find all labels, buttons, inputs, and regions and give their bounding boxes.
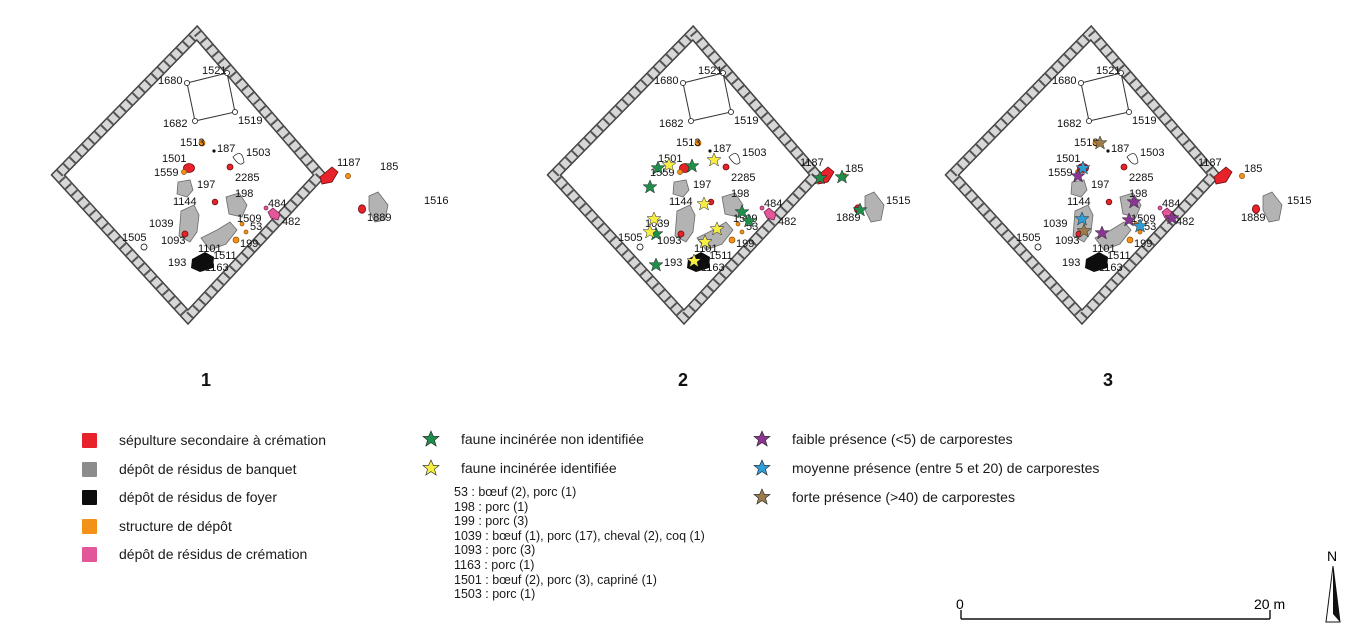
fauna-note: 1503 : porc (1) xyxy=(454,587,536,602)
scale-start-label: 0 xyxy=(956,596,964,612)
map-panel-1: 1187 185 1516 1889 xyxy=(58,33,448,317)
yellow-star-icon xyxy=(422,459,440,476)
green-star-icon xyxy=(422,430,440,447)
label-1515: 1515 xyxy=(1287,195,1311,207)
north-arrow: N xyxy=(1325,548,1341,623)
deposit-structure-swatch xyxy=(82,518,97,534)
fauna-note: 1093 : porc (3) xyxy=(454,543,536,558)
panel-number-3: 3 xyxy=(1103,370,1113,390)
map-panel-3: 1187 185 1515 1889 xyxy=(952,33,1311,317)
map-panel-2: 1187 185 1515 1889 xyxy=(554,33,910,317)
scale-end-label: 20 m xyxy=(1254,596,1285,612)
hearth-deposit-swatch xyxy=(82,489,97,505)
legend-item-fauna-unidentified: faune incinérée non identifiée xyxy=(421,429,644,449)
blue-star-icon xyxy=(753,459,771,476)
legend-item-carpo-high: forte présence (>40) de carporestes xyxy=(752,487,1015,507)
fauna-note: 1163 : porc (1) xyxy=(454,557,535,572)
legend-item-fauna-identified: faune incinérée identifiée xyxy=(421,458,617,478)
label-1187: 1187 xyxy=(337,157,361,169)
legend-item-deposit-structure: structure de dépôt xyxy=(82,517,232,535)
scale-bar: 0 20 m xyxy=(956,596,1285,620)
cremation-burial-swatch xyxy=(82,432,97,448)
label-1889: 1889 xyxy=(1241,212,1265,224)
legend-item-hearth-deposit: dépôt de résidus de foyer xyxy=(82,488,277,506)
label-1187: 1187 xyxy=(800,157,824,169)
label-185: 185 xyxy=(380,161,398,173)
label-185: 185 xyxy=(845,163,863,175)
banquet-deposit-swatch xyxy=(82,461,97,477)
fauna-note: 53 : bœuf (2), porc (1) xyxy=(454,485,577,499)
fauna-note: 199 : porc (3) xyxy=(454,514,529,529)
label-1187: 1187 xyxy=(1198,157,1222,169)
fauna-note: 1501 : bœuf (2), porc (3), capriné (1) xyxy=(454,572,657,587)
legend-item-cremation-burial: sépulture secondaire à crémation xyxy=(82,431,326,449)
legend-item-carpo-low: faible présence (<5) de carporestes xyxy=(752,429,1013,449)
label-1516: 1516 xyxy=(424,195,448,207)
legend-item-carpo-medium: moyenne présence (entre 5 et 20) de carp… xyxy=(752,458,1099,478)
label-1515: 1515 xyxy=(886,195,910,207)
label-1889: 1889 xyxy=(836,212,860,224)
legend-item-cremation-residue: dépôt de résidus de crémation xyxy=(82,545,307,563)
label-185: 185 xyxy=(1244,163,1262,175)
label-1889: 1889 xyxy=(367,212,391,224)
fauna-note: 198 : porc (1) xyxy=(454,499,529,514)
panel-number-1: 1 xyxy=(201,370,211,390)
fauna-identification-notes: 53 : bœuf (2), porc (1) 198 : porc (1) 1… xyxy=(454,485,705,602)
brown-star-icon xyxy=(753,488,771,505)
legend-item-banquet-deposit: dépôt de résidus de banquet xyxy=(82,460,296,478)
north-label: N xyxy=(1327,548,1337,564)
cremation-residue-swatch xyxy=(82,546,97,562)
fauna-note: 1039 : bœuf (1), porc (17), cheval (2), … xyxy=(454,528,705,543)
panel-number-2: 2 xyxy=(678,370,688,390)
purple-star-icon xyxy=(753,430,771,447)
